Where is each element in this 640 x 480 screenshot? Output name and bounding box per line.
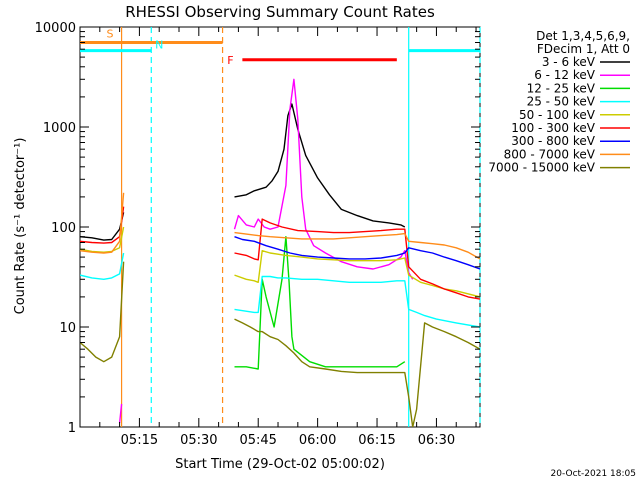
flag-bars: S N F <box>80 27 480 67</box>
chart-title: RHESSI Observing Summary Count Rates <box>125 3 435 21</box>
legend-header-1: Det 1,3,4,5,6,9, <box>536 29 630 43</box>
legend-label: 300 - 800 keV <box>511 134 595 148</box>
x-axis-label: Start Time (29-Oct-02 05:00:02) <box>175 457 385 472</box>
y-tick-label: 100 <box>51 221 76 236</box>
legend-header-2: FDecim 1, Att 0 <box>537 42 630 56</box>
legend-label: 12 - 25 keV <box>527 81 596 95</box>
axes: 1 10 100 1000 10000 05:15 05:30 05:45 06:00 06:15… <box>35 21 480 448</box>
y-tick-label: 1000 <box>43 121 76 136</box>
timestamp: 20-Oct-2021 18:05 <box>551 469 636 479</box>
series-line <box>80 261 480 427</box>
y-tick-label: 1 <box>68 421 76 436</box>
series-line <box>80 252 480 328</box>
x-tick-label: 05:15 <box>121 433 158 448</box>
legend-label: 800 - 7000 keV <box>504 147 596 161</box>
series-lines <box>80 78 480 427</box>
event-lines <box>120 27 481 427</box>
series-line <box>234 236 480 270</box>
series-line <box>118 78 414 423</box>
x-tick-label: 06:30 <box>418 433 455 448</box>
series-line <box>80 226 480 298</box>
series-line <box>80 206 480 300</box>
x-tick-label: 05:30 <box>180 433 217 448</box>
legend-label: 100 - 300 keV <box>511 121 595 135</box>
legend-label: 25 - 50 keV <box>527 95 596 109</box>
y-axis-label: Count Rate (s⁻¹ detector⁻¹) <box>13 138 28 315</box>
series-line <box>80 192 480 260</box>
legend-label: 6 - 12 keV <box>534 68 596 82</box>
legend-label: 3 - 6 keV <box>542 55 596 69</box>
y-tick-label: 10000 <box>35 21 76 36</box>
flag-label: S <box>107 27 114 40</box>
legend: Det 1,3,4,5,6,9, FDecim 1, Att 0 3 - 6 k… <box>488 29 630 175</box>
legend-label: 7000 - 15000 keV <box>488 161 595 175</box>
x-tick-label: 05:45 <box>239 433 276 448</box>
legend-label: 50 - 100 keV <box>519 108 596 122</box>
x-tick-label: 06:00 <box>299 433 336 448</box>
flag-label: N <box>155 39 163 52</box>
y-tick-label: 10 <box>59 321 76 336</box>
flag-label: F <box>227 54 233 67</box>
series-line <box>234 236 406 370</box>
x-tick-label: 06:15 <box>358 433 395 448</box>
